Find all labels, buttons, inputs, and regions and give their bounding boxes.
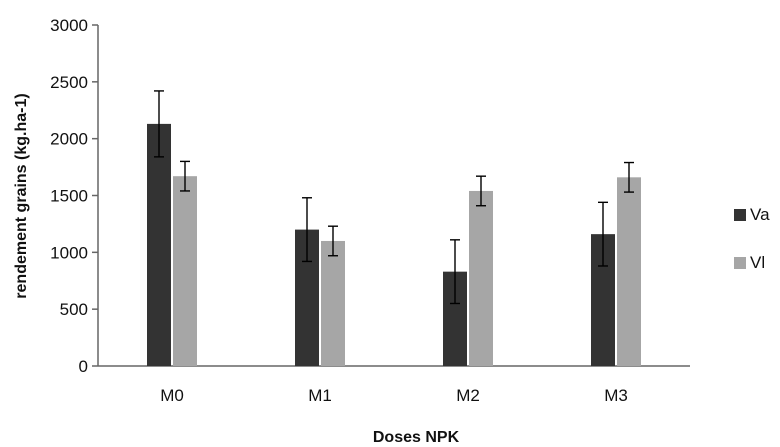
y-tick-label: 2000: [50, 130, 88, 149]
y-tick-label: 1500: [50, 187, 88, 206]
x-tick-label: M2: [456, 386, 480, 405]
x-tick-label: M1: [308, 386, 332, 405]
legend-label-vl: Vl: [750, 253, 765, 272]
legend: Va Vl: [734, 205, 770, 272]
y-tick-label: 3000: [50, 16, 88, 35]
bar-vl-m3: [617, 177, 641, 366]
x-tick-label: M0: [160, 386, 184, 405]
legend-swatch-vl: [734, 257, 746, 269]
error-bars: [154, 90, 634, 305]
bar-vl-m0: [173, 176, 197, 366]
y-axis: 0 500 1000 1500 2000 2500 3000: [50, 16, 99, 376]
x-tick-label: M3: [604, 386, 628, 405]
y-tick-label: 500: [60, 300, 88, 319]
y-axis-title: rendement grains (kg.ha-1): [13, 93, 30, 298]
y-tick-label: 2500: [50, 73, 88, 92]
y-tick-label: 0: [79, 357, 88, 376]
y-ticks: 0 500 1000 1500 2000 2500 3000: [50, 16, 98, 376]
bar-vl-m1: [321, 240, 345, 366]
bar-va-m0: [147, 123, 171, 366]
bars: [147, 123, 641, 366]
legend-label-va: Va: [750, 205, 770, 224]
x-axis: M0 M1 M2 M3: [98, 365, 690, 405]
legend-swatch-va: [734, 209, 746, 221]
y-tick-label: 1000: [50, 243, 88, 262]
x-ticks: M0 M1 M2 M3: [160, 386, 628, 405]
bar-vl-m2: [469, 190, 493, 366]
x-axis-title: Doses NPK: [373, 429, 460, 446]
